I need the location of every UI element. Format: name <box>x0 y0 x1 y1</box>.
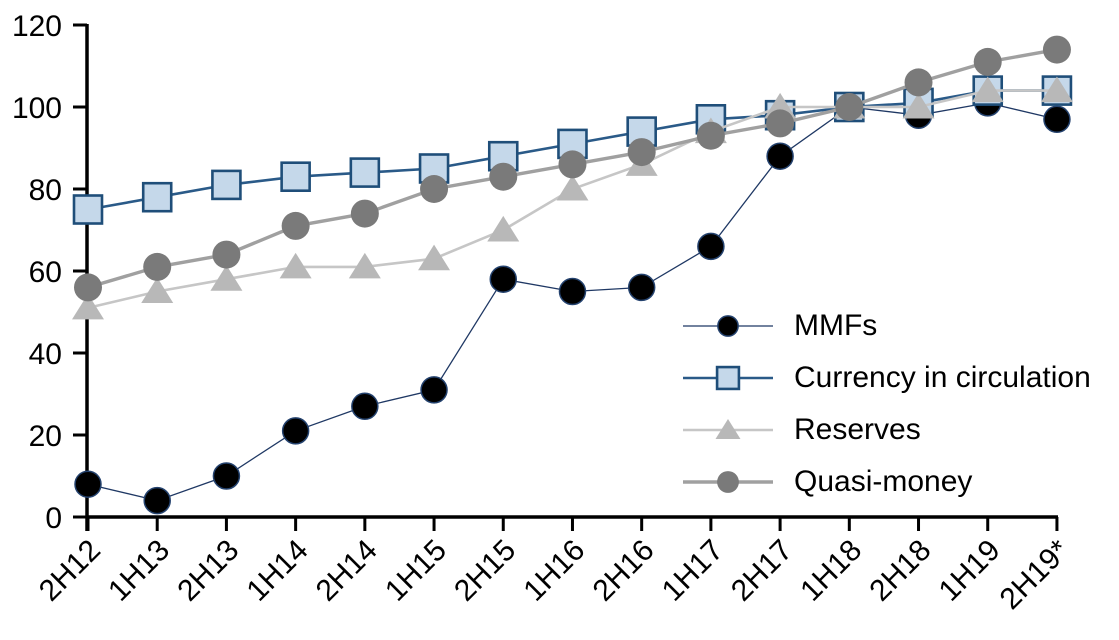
y-tick-label: 0 <box>45 502 62 535</box>
x-tick-label: 2H19* <box>994 533 1077 616</box>
series-reserves-marker <box>72 293 104 320</box>
series-currency-in-circulation-marker <box>280 161 311 192</box>
series-quasi-money-marker <box>1042 35 1071 64</box>
y-tick-label: 120 <box>12 10 62 43</box>
series-mmfs-marker <box>281 417 310 445</box>
series-quasi-money-marker <box>143 252 172 281</box>
legend-marker <box>717 315 739 337</box>
x-tick-label: 1H13 <box>102 534 176 608</box>
series-quasi-money-marker <box>627 138 656 167</box>
series-currency-in-circulation-marker <box>487 140 519 172</box>
x-tick-label: 1H16 <box>517 534 591 608</box>
x-tick-label: 2H17 <box>725 534 799 608</box>
x-tick-label: 1H17 <box>656 534 730 608</box>
y-tick-label: 40 <box>29 338 62 371</box>
series-quasi-money-marker <box>973 47 1002 76</box>
legend-marker <box>715 419 741 439</box>
mmfs-marker-icon <box>683 315 773 337</box>
series-mmfs-marker <box>697 232 725 261</box>
series-reserves-marker <box>487 215 520 242</box>
legend-label-quasi-money: Quasi-money <box>794 465 973 498</box>
series-reserves-marker <box>971 76 1004 103</box>
legend-item-quasi-money: Quasi-money <box>683 467 1091 497</box>
series-quasi-money-marker <box>489 162 518 191</box>
series-mmfs-marker <box>74 470 102 498</box>
series-quasi-money-marker <box>212 240 241 269</box>
legend-label-currency: Currency in circulation <box>794 361 1091 394</box>
series-reserves-marker <box>279 252 312 279</box>
x-tick-label: 2H16 <box>587 534 661 608</box>
series-mmfs-marker <box>351 392 379 421</box>
x-tick-label: 1H14 <box>241 534 315 608</box>
legend-item-mmfs: MMFs <box>683 311 1091 341</box>
legend-marker <box>715 365 741 391</box>
series-quasi-money-marker <box>281 211 310 240</box>
y-tick-label: 100 <box>12 92 62 125</box>
y-tick-label: 60 <box>29 256 62 289</box>
x-tick-label: 2H18 <box>863 534 937 608</box>
series-mmfs-marker <box>627 273 656 302</box>
series-currency-in-circulation-marker <box>349 157 381 188</box>
series-reserves-marker <box>141 277 174 304</box>
x-tick-label: 2H12 <box>33 534 107 608</box>
x-tick-label: 2H15 <box>448 534 522 608</box>
series-mmfs-marker <box>558 277 587 306</box>
series-currency-in-circulation-marker <box>211 169 242 201</box>
legend-marker <box>717 471 739 493</box>
series-mmfs-marker <box>420 376 448 404</box>
legend-item-reserves: Reserves <box>683 415 1091 445</box>
series-quasi-money-marker <box>904 68 933 97</box>
series-quasi-money-marker <box>74 273 102 302</box>
currency-marker-icon <box>683 365 773 391</box>
legend-label-reserves: Reserves <box>794 413 921 446</box>
series-quasi-money <box>74 35 1071 302</box>
series-quasi-money-marker <box>558 150 587 179</box>
series-quasi-money-marker <box>766 109 795 138</box>
series-mmfs-marker <box>766 142 794 170</box>
x-tick-label: 1H19 <box>933 534 1007 608</box>
series-reserves-marker <box>418 244 451 271</box>
series-reserves-marker <box>210 265 243 291</box>
x-tick-label: 1H18 <box>794 534 868 608</box>
series-reserves-marker <box>556 174 589 201</box>
series-mmfs-marker <box>489 265 518 293</box>
y-tick-label: 20 <box>29 420 62 453</box>
legend-item-currency: Currency in circulation <box>683 363 1091 393</box>
legend: MMFs Currency in circulation Reserves Qu… <box>683 311 1091 497</box>
series-quasi-money-marker <box>696 121 725 150</box>
series-quasi-money-marker <box>835 93 864 121</box>
series-quasi-money-marker <box>350 199 379 228</box>
reserves-marker-icon <box>683 419 773 439</box>
quasi-money-marker-icon <box>683 471 773 493</box>
y-tick-label: 80 <box>29 174 62 207</box>
x-tick-label: 2H13 <box>171 534 245 608</box>
series-currency-in-circulation-marker <box>141 181 173 213</box>
x-tick-label: 2H14 <box>310 534 384 608</box>
series-mmfs-marker <box>143 486 171 515</box>
series-quasi-money-marker <box>420 175 449 203</box>
series-mmfs-marker <box>1043 105 1071 134</box>
series-currency-in-circulation-marker <box>72 194 104 225</box>
series-reserves-marker <box>902 92 935 119</box>
series-mmfs-marker <box>212 462 241 490</box>
x-tick-label: 1H15 <box>379 534 453 608</box>
series-reserves-marker <box>348 252 381 279</box>
series-reserves-marker <box>1040 76 1073 103</box>
legend-label-mmfs: MMFs <box>794 309 878 342</box>
